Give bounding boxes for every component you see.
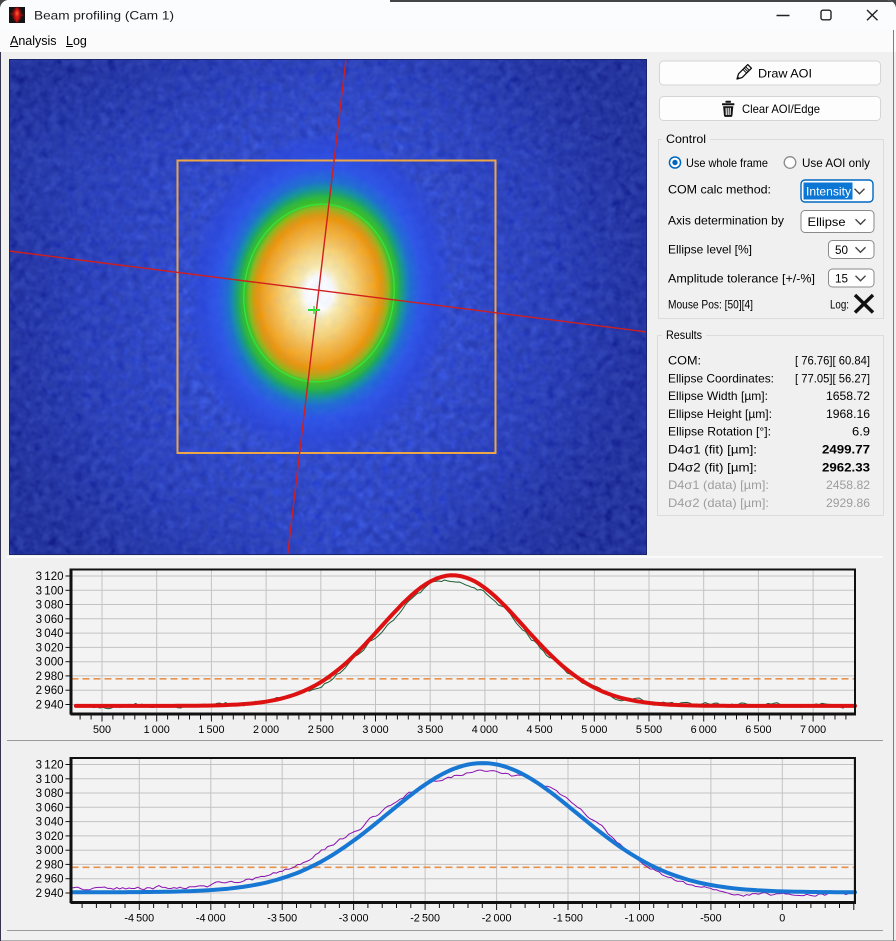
svg-text:2 960: 2 960 [36,874,64,886]
svg-text:Amplitude tolerance [+/-%]: Amplitude tolerance [+/-%] [668,272,815,286]
svg-text:3 020: 3 020 [36,642,64,654]
svg-text:3 100: 3 100 [36,774,64,786]
svg-text:2 980: 2 980 [36,859,64,871]
svg-text:3 020: 3 020 [36,831,64,843]
svg-text:4 000: 4 000 [472,724,498,736]
svg-text:Log:: Log: [830,298,849,312]
svg-text:COM calc method:: COM calc method: [668,183,771,197]
svg-text:5 500: 5 500 [636,724,662,736]
svg-text:Intensity: Intensity [806,184,851,198]
svg-text:3 500: 3 500 [417,724,443,736]
svg-text:2 500: 2 500 [308,724,334,736]
svg-text:7 000: 7 000 [800,724,826,736]
svg-text:Control: Control [666,132,706,146]
svg-text:500: 500 [93,724,111,736]
svg-text:6 000: 6 000 [691,724,717,736]
svg-text:4 500: 4 500 [527,724,553,736]
svg-text:Beam profiling (Cam 1): Beam profiling (Cam 1) [34,9,174,23]
svg-text:-3 000: -3 000 [339,913,369,925]
svg-text:3 080: 3 080 [36,600,64,612]
svg-text:-1 000: -1 000 [625,913,655,925]
svg-text:1968.16: 1968.16 [826,407,870,421]
svg-text:6.9: 6.9 [852,425,870,439]
svg-text:50: 50 [835,243,848,257]
svg-text:3 120: 3 120 [36,760,64,772]
svg-text:3 000: 3 000 [362,724,388,736]
svg-text:COM:: COM: [668,354,701,368]
svg-text:1 500: 1 500 [198,724,224,736]
svg-text:3 040: 3 040 [36,817,64,829]
svg-text:D4σ1 (fit) [µm]:: D4σ1 (fit) [µm]: [668,443,757,457]
svg-text:Use whole frame: Use whole frame [686,156,768,170]
svg-text:3 060: 3 060 [36,802,64,814]
svg-text:3 060: 3 060 [36,614,64,626]
svg-text:1 000: 1 000 [144,724,170,736]
svg-text:Draw AOI: Draw AOI [758,67,812,81]
svg-text:Clear AOI/Edge: Clear AOI/Edge [742,102,820,116]
svg-text:1658.72: 1658.72 [826,389,870,403]
svg-text:Ellipse Height [µm]:: Ellipse Height [µm]: [668,407,772,421]
svg-text:5 000: 5 000 [581,724,607,736]
svg-text:-500: -500 [700,913,722,925]
svg-text:Mouse Pos: [50][4]: Mouse Pos: [50][4] [668,298,753,312]
svg-text:Use AOI only: Use AOI only [802,156,870,170]
svg-text:-4 500: -4 500 [124,913,154,925]
svg-text:-2 000: -2 000 [482,913,512,925]
svg-text:-3 500: -3 500 [267,913,297,925]
svg-text:2 980: 2 980 [36,671,64,683]
svg-text:D4σ2 (fit) [µm]:: D4σ2 (fit) [µm]: [668,460,757,474]
svg-text:Ellipse Rotation [°]:: Ellipse Rotation [°]: [668,425,771,439]
svg-text:2 960: 2 960 [36,685,64,697]
svg-text:2 000: 2 000 [253,724,279,736]
svg-text:D4σ2 (data) [µm]:: D4σ2 (data) [µm]: [668,496,769,510]
svg-text:2929.86: 2929.86 [826,496,870,510]
svg-text:[ 76.76][ 60.84]: [ 76.76][ 60.84] [795,354,870,368]
svg-text:Ellipse Width [µm]:: Ellipse Width [µm]: [668,389,768,403]
svg-text:3 080: 3 080 [36,788,64,800]
svg-text:0: 0 [779,913,785,925]
svg-text:Ellipse: Ellipse [808,215,846,229]
svg-text:-1 500: -1 500 [553,913,583,925]
svg-text:2 940: 2 940 [36,888,64,900]
svg-text:Ellipse level [%]: Ellipse level [%] [668,243,752,257]
svg-text:3 120: 3 120 [36,571,64,583]
svg-text:6 500: 6 500 [745,724,771,736]
svg-text:3 040: 3 040 [36,628,64,640]
svg-text:[ 77.05][ 56.27]: [ 77.05][ 56.27] [795,371,870,385]
svg-text:15: 15 [835,271,848,285]
svg-text:2 940: 2 940 [36,700,64,712]
svg-text:2458.82: 2458.82 [826,478,870,492]
svg-text:Results: Results [666,328,702,342]
svg-text:Ellipse Coordinates:: Ellipse Coordinates: [668,371,774,385]
svg-text:Axis determination by: Axis determination by [668,214,784,228]
svg-text:-2 500: -2 500 [410,913,440,925]
svg-text:2962.33: 2962.33 [822,460,870,474]
svg-text:2499.77: 2499.77 [822,443,870,457]
svg-text:-4 000: -4 000 [196,913,226,925]
svg-text:D4σ1 (data) [µm]:: D4σ1 (data) [µm]: [668,478,769,492]
svg-text:3 000: 3 000 [36,657,64,669]
svg-text:3 100: 3 100 [36,585,64,597]
svg-text:3 000: 3 000 [36,845,64,857]
